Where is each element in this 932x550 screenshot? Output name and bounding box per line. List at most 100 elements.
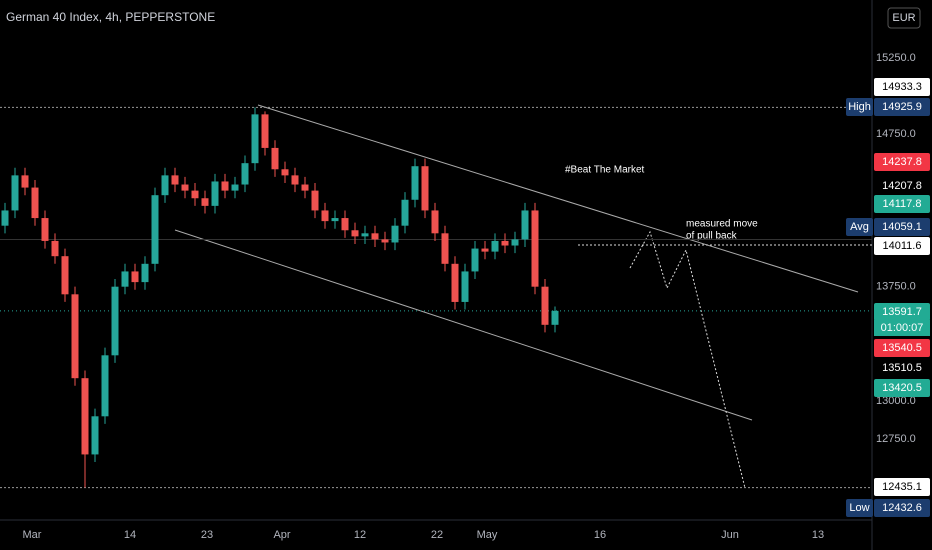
candle-body <box>191 190 199 199</box>
candle-body <box>451 263 459 302</box>
chart-title: German 40 Index, 4h, PEPPERSTONE <box>6 10 215 24</box>
candle-body <box>91 416 99 455</box>
candle-body <box>131 271 139 283</box>
price-label: 14059.1 <box>882 221 922 233</box>
candle-body <box>31 187 39 219</box>
price-tag-bg <box>846 218 873 236</box>
candle-body <box>491 240 499 252</box>
price-tag-bg <box>846 98 873 116</box>
countdown: 01:00:07 <box>881 322 924 334</box>
candle-body <box>341 218 349 231</box>
x-tick-label: Apr <box>273 529 290 541</box>
candle-body <box>141 263 149 283</box>
price-label: 13540.5 <box>882 342 922 354</box>
price-tag: Low <box>849 502 869 514</box>
price-tag: Avg <box>850 221 869 233</box>
annotation: #Beat The Market <box>565 165 645 176</box>
candle-body <box>551 310 559 325</box>
candle-body <box>271 147 279 170</box>
annotation: measured move <box>686 219 758 230</box>
x-tick-label: 22 <box>431 529 443 541</box>
price-label-bg <box>874 177 930 195</box>
candle-body <box>111 286 119 356</box>
candle-body <box>321 210 329 222</box>
candle-body <box>1 210 9 226</box>
price-label-bg <box>874 379 930 397</box>
x-tick-label: 14 <box>124 529 136 541</box>
candle-body <box>431 210 439 234</box>
candle-body <box>251 114 259 164</box>
x-tick-label: May <box>477 529 498 541</box>
price-label-bg <box>874 303 930 321</box>
candle-body <box>521 210 529 240</box>
candle-body <box>461 271 469 302</box>
candle-body <box>11 175 19 211</box>
price-label: 13591.7 <box>882 306 922 318</box>
price-label-bg <box>874 339 930 357</box>
x-tick-label: 23 <box>201 529 213 541</box>
candle-body <box>511 239 519 246</box>
y-tick-label: 12750.0 <box>876 433 916 445</box>
candle-body <box>531 210 539 287</box>
candle-body <box>181 184 189 191</box>
candle-body <box>51 240 59 257</box>
price-label: 14207.8 <box>882 180 922 192</box>
candle-body <box>241 163 249 185</box>
currency[interactable]: EUR <box>892 12 915 24</box>
price-label-bg <box>874 478 930 496</box>
candle-body <box>311 190 319 211</box>
y-tick-label: 13000.0 <box>876 395 916 407</box>
candle-body <box>101 355 109 417</box>
price-label-bg <box>874 98 930 116</box>
x-tick-label: 13 <box>812 529 824 541</box>
price-label-bg <box>874 195 930 213</box>
price-label: 13510.5 <box>882 362 922 374</box>
candle-body <box>541 286 549 325</box>
price-label: 14925.9 <box>882 101 922 113</box>
x-tick-label: 16 <box>594 529 606 541</box>
price-label: 12435.1 <box>882 481 922 493</box>
channel-lower <box>174 229 753 421</box>
candle-body <box>201 198 209 206</box>
y-tick-label: 13750.0 <box>876 281 916 293</box>
candle-body <box>501 240 509 246</box>
candle-body <box>261 114 269 148</box>
candle-body <box>371 233 379 240</box>
price-label: 13420.5 <box>882 382 922 394</box>
x-tick-label: Mar <box>23 529 42 541</box>
candle-body <box>281 169 289 176</box>
price-tag: High <box>848 101 871 113</box>
y-tick-label: 15250.0 <box>876 52 916 64</box>
candle-body <box>361 233 369 237</box>
price-label: 12432.6 <box>882 502 922 514</box>
candle-body <box>411 166 419 200</box>
price-label-bg <box>874 359 930 377</box>
candle-body <box>401 199 409 226</box>
currency-box[interactable] <box>887 7 921 29</box>
price-label: 14117.8 <box>883 198 922 210</box>
candle-body <box>471 248 479 272</box>
annotation: of pull back <box>686 231 738 242</box>
price-label: 14933.3 <box>882 81 922 93</box>
channel-upper <box>257 104 859 293</box>
price-label-bg <box>874 153 930 171</box>
price-label-bg <box>874 78 930 96</box>
candle-body <box>391 225 399 243</box>
candle-body <box>421 166 429 211</box>
candle-body <box>291 175 299 185</box>
x-tick-label: Jun <box>721 529 739 541</box>
candle-body <box>151 195 159 264</box>
candle-body <box>441 233 449 264</box>
candle-body <box>351 230 359 237</box>
countdown-bg <box>874 320 930 336</box>
candle-body <box>61 256 69 295</box>
candle-body <box>301 184 309 191</box>
y-tick-label: 14750.0 <box>876 128 916 140</box>
price-label-bg <box>874 218 930 236</box>
candle-body <box>231 184 239 191</box>
price-tag-bg <box>846 499 873 517</box>
price-label-bg <box>874 237 930 255</box>
candle-body <box>331 218 339 222</box>
price-label-bg <box>874 499 930 517</box>
